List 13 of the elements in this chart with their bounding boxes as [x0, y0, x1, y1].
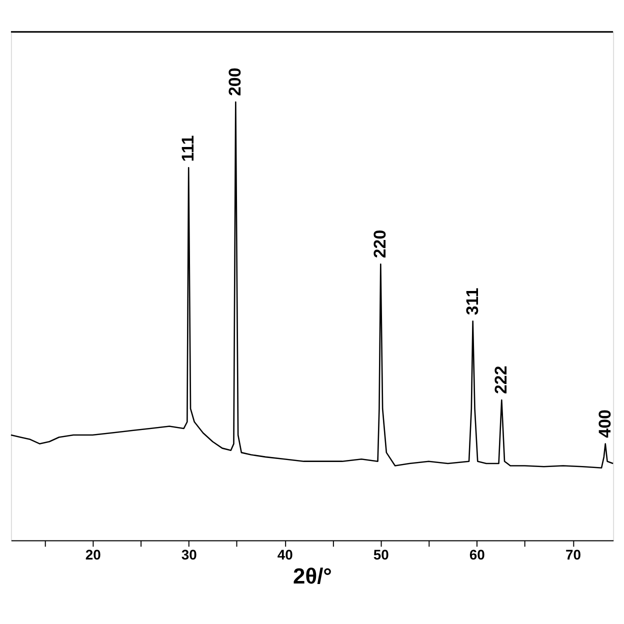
annotation: 311	[462, 288, 482, 316]
x-axis-title: 2θ/°	[293, 564, 332, 589]
x-tick-label: 60	[469, 546, 486, 563]
annotation: 400	[595, 410, 614, 438]
x-tick-label: 40	[277, 546, 294, 563]
x-tick-label: 50	[373, 546, 390, 563]
annotation: 200	[226, 68, 245, 96]
annotation: 220	[370, 230, 390, 258]
x-tick-label: 20	[85, 546, 102, 563]
x-tick-label: 70	[565, 546, 582, 563]
annotation: 222	[492, 366, 511, 394]
annotation: 111	[178, 135, 198, 162]
x-tick-label: 30	[181, 546, 198, 563]
